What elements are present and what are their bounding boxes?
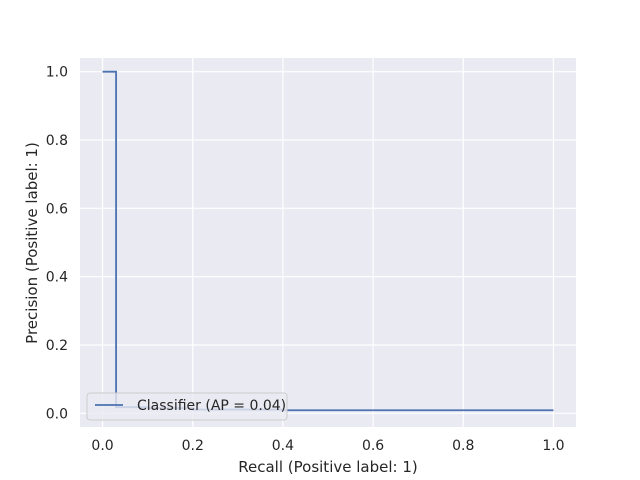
y-tick-label: 0.6 (46, 201, 68, 217)
x-tick-label: 0.4 (272, 438, 294, 454)
x-tick-label: 0.6 (362, 438, 384, 454)
y-tick-label: 0.8 (46, 133, 68, 149)
x-tick-label: 1.0 (542, 438, 564, 454)
plot-background (80, 58, 576, 427)
legend-box (86, 392, 288, 421)
tick-labels: 0.0 0.2 0.4 0.6 0.8 1.0 0.0 0.2 0.4 0.6 0.8 1.0 (46, 65, 565, 454)
y-tick-label: 1.0 (46, 65, 68, 81)
legend-label: Classifier (AP = 0.04) (137, 398, 286, 414)
x-tick-label: 0.8 (452, 438, 474, 454)
legend: Classifier (AP = 0.04) (86, 392, 288, 421)
y-tick-label: 0.0 (46, 406, 68, 422)
y-axis-label: Precision (Positive label: 1) (23, 142, 41, 344)
x-tick-label: 0.0 (91, 438, 113, 454)
y-tick-label: 0.4 (46, 270, 68, 286)
x-tick-label: 0.2 (182, 438, 204, 454)
y-tick-label: 0.2 (46, 338, 68, 354)
x-axis-label: Recall (Positive label: 1) (238, 458, 417, 476)
